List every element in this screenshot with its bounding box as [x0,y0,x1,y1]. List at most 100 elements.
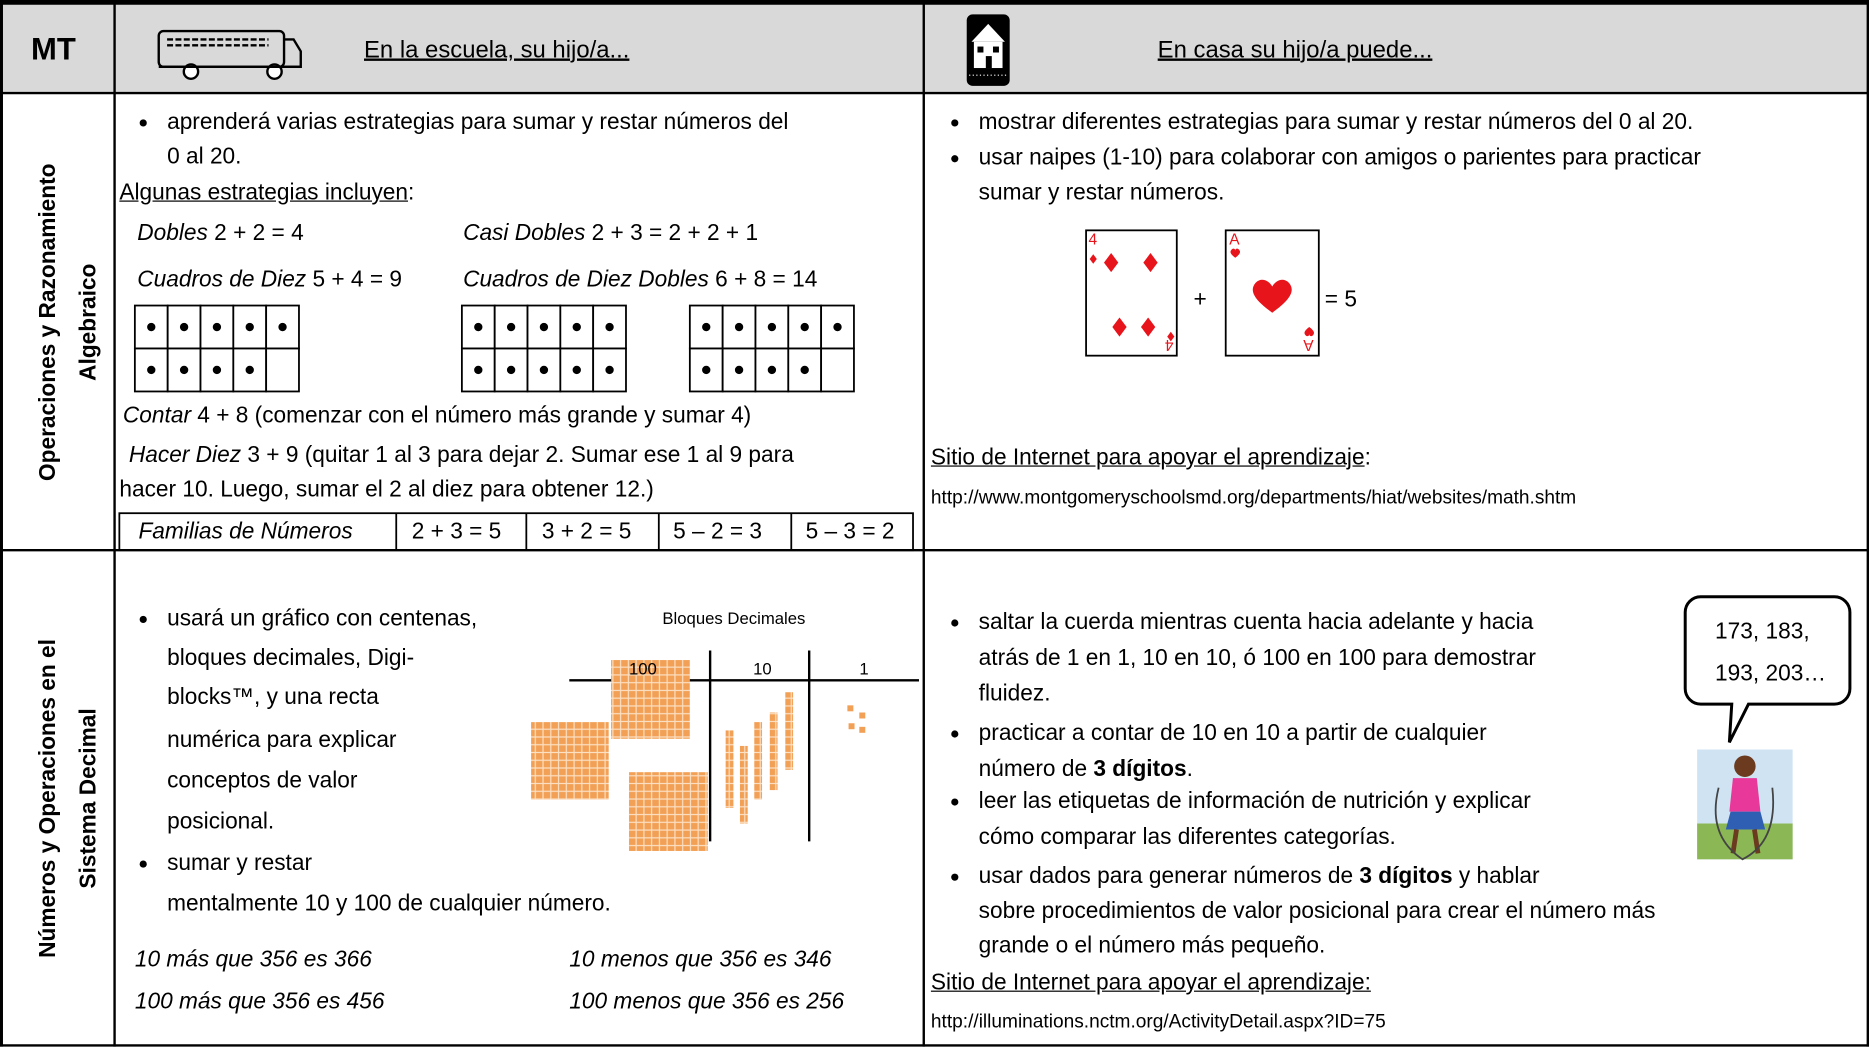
shape [611,660,690,739]
colon: : [408,180,415,206]
shape [628,772,708,851]
shape [734,365,744,375]
text-line: mentalmente 10 y 100 de cualquier número… [167,891,611,917]
text-line: usará un gráfico con centenas, [167,606,478,632]
strategy: Contar 4 + 8 (comenzar con el número más… [123,402,751,431]
strategy-name: Contar [122,403,191,429]
shape [754,722,763,800]
text-line: saltar la cuerda mientras cuenta hacia a… [979,609,1534,638]
shape [572,365,581,375]
shape [1085,229,1178,357]
shape [769,712,778,791]
text: cómo comparar las diferentes categorías. [978,824,1396,850]
result: = 5 [1324,287,1357,313]
bullet [951,873,959,881]
figure-column: 100 [628,658,657,678]
shape [767,365,777,375]
shape [179,365,189,375]
shape [971,23,1005,42]
text-line: conceptos de valor [167,768,358,794]
text-line: 0 al 20. [167,144,242,170]
strategy: Dobles 2 + 2 = 4 [137,220,303,249]
example: 100 más que 356 es 456 [134,989,385,1015]
bus-icon [157,29,302,80]
link-label: Sitio de Internet para apoyar el aprendi… [931,444,1371,473]
shape [739,745,748,824]
shape [785,692,794,770]
text-line: número de 3 dígitos. [979,755,1193,784]
shape [725,692,794,824]
bullet [951,619,959,627]
text: grande o el número más pequeño. [978,933,1326,959]
bullet [139,615,147,624]
text-line: posicional. [167,809,275,835]
text-line: blocks™, y una recta [167,685,379,711]
text: usar dados para generar números de [978,864,1360,890]
shape [1252,279,1292,313]
shape [1729,778,1761,812]
shape [592,304,627,350]
bullet [951,798,959,806]
strategy-name: Cuadros de Diez Dobles [463,267,709,293]
card-index: A [1303,336,1314,355]
shape [1112,317,1127,337]
family-cell: Familias de Números [138,519,353,545]
shape [734,322,744,332]
strategy: Cuadros de Diez 5 + 4 = 9 [137,266,402,295]
shape [859,712,866,719]
text-line: numérica para explicar [167,728,397,754]
text: y hablar [1452,864,1540,890]
shape [985,56,992,69]
shape [572,322,581,332]
text-line: sumar y restar [167,850,313,877]
text: practicar a contar de 10 en 10 a partir … [978,720,1487,746]
text-line: bloques decimales, Digi- [167,645,415,671]
shape [474,322,483,332]
card-index: 4 [1164,336,1174,355]
strategy-name: Casi Dobles [463,220,586,246]
shape [1734,755,1756,777]
strategy: Hacer Diez 3 + 9 (quitar 1 al 3 para dej… [129,442,794,471]
base-ten-figure [531,650,919,851]
text-line: atrás de 1 en 1, 10 en 10, ó 100 en 100 … [979,644,1536,673]
text: leer las etiquetas de información de nut… [978,788,1531,814]
text-line: hacer 10. Luego, sumar el 2 al diez para… [119,477,654,503]
family-table [118,512,914,552]
shape [800,365,809,375]
link-label-text: Sitio de Internet para apoyar el aprendi… [930,445,1365,471]
ten-frame [460,304,627,393]
example: 100 menos que 356 es 256 [569,989,845,1015]
shape [539,322,549,332]
url[interactable]: http://illuminations.nctm.org/ActivityDe… [930,1012,1386,1033]
shape [702,365,711,375]
shape [1714,787,1775,861]
shape [992,46,999,53]
figure-column: 1 [859,658,869,678]
speech-text: 173, 183, [1715,619,1810,645]
strategy-expr: 3 + 9 (quitar 1 al 3 para dejar 2. Sumar… [247,442,794,468]
shape [212,365,222,375]
shape [147,365,156,375]
link-label: Sitio de Internet para apoyar el aprendi… [930,970,1371,996]
url[interactable]: http://www.montgomeryschoolsmd.org/depar… [930,488,1577,509]
strategy-expr: 2 + 3 = 2 + 2 + 1 [591,220,759,246]
shape [539,365,549,375]
shape [245,365,254,375]
shape [1143,253,1158,273]
shape [820,347,855,393]
shape [847,705,854,712]
text-line: leer las etiquetas de información de nut… [979,788,1531,817]
domain-line: Operaciones y Razonamiento [35,163,61,482]
bold-text: 3 dígitos [1093,756,1187,782]
strategy: Casi Dobles 2 + 3 = 2 + 2 + 1 [463,220,758,249]
domain-line: Algebraico [76,263,102,381]
bullet [951,155,959,163]
colon: : [1364,445,1371,471]
shape [1304,327,1315,337]
ten-frame [133,304,300,393]
strategy: Cuadros de Diez Dobles 6 + 8 = 14 [463,266,817,295]
shape [848,723,855,730]
bullet [951,730,959,738]
speech-bubble [1683,595,1852,744]
